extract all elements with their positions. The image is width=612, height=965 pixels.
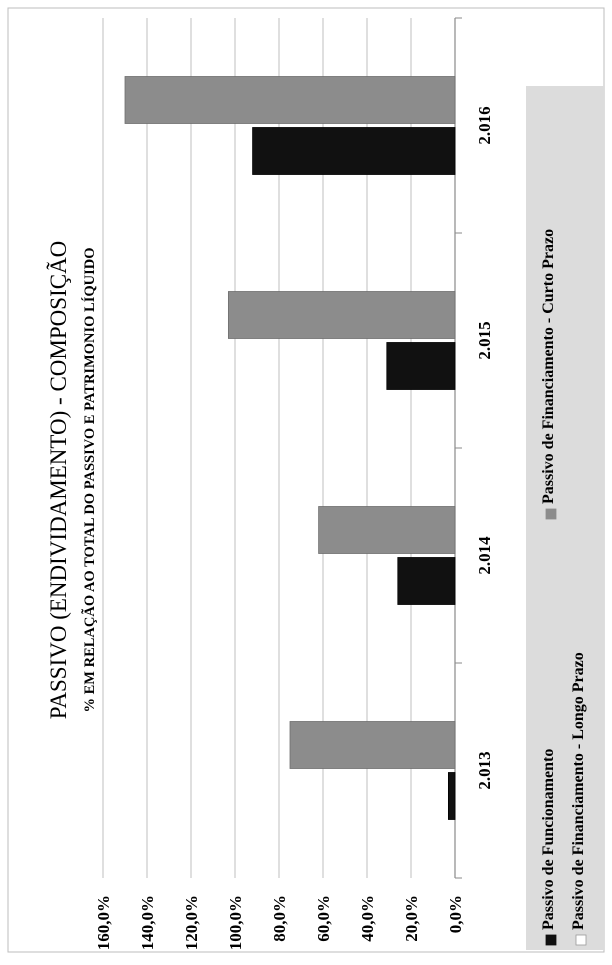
value-tick-label: 60,0% bbox=[314, 895, 333, 942]
value-tick-label: 20,0% bbox=[402, 895, 421, 942]
text-layer: 2.013 2.014 2.015 2.016 0,0% 20,0% 40,0% 60,0% 8… bbox=[46, 106, 587, 950]
chart-title: PASSIVO (ENDIVIDAMENTO) - COMPOSIÇÃO bbox=[46, 241, 71, 720]
bar-funcionamento-2.015 bbox=[386, 342, 456, 390]
legend-funcionamento-swatch bbox=[545, 934, 557, 946]
legend-curto-prazo-swatch bbox=[545, 508, 557, 520]
bar-curto-prazo-2.016 bbox=[124, 76, 456, 124]
value-tick-label: 100,0% bbox=[226, 895, 245, 950]
value-tick-label: 0,0% bbox=[446, 895, 465, 933]
bar-funcionamento-2.016 bbox=[252, 127, 456, 175]
legend-curto-prazo-label: Passivo de Financiamento - Curto Prazo bbox=[540, 229, 557, 504]
category-label-2.016: 2.016 bbox=[475, 106, 494, 144]
value-tick-label: 120,0% bbox=[182, 895, 201, 950]
bar-curto-prazo-2.015 bbox=[227, 291, 456, 339]
category-label-2.014: 2.014 bbox=[475, 536, 494, 575]
bar-funcionamento-2.013 bbox=[447, 772, 456, 820]
legend-panel bbox=[526, 86, 604, 950]
bar-curto-prazo-2.014 bbox=[318, 506, 456, 554]
value-tick-label: 40,0% bbox=[358, 895, 377, 942]
value-tick-label: 140,0% bbox=[138, 895, 157, 950]
legend-longo-prazo-swatch bbox=[575, 934, 587, 946]
category-label-2.015: 2.015 bbox=[475, 321, 494, 359]
bar-funcionamento-2.014 bbox=[397, 557, 456, 605]
chart-subtitle: % EM RELAÇÃO AO TOTAL DO PASSIVO E PATRI… bbox=[80, 248, 98, 713]
value-tick-label: 160,0% bbox=[94, 895, 113, 950]
value-tick-label: 80,0% bbox=[270, 895, 289, 942]
legend-funcionamento-label: Passivo de Funcionamento bbox=[540, 749, 557, 930]
legend-longo-prazo-label: Passivo de Financiamento - Longo Prazo bbox=[570, 652, 587, 930]
bar-curto-prazo-2.013 bbox=[289, 721, 456, 769]
plot-area bbox=[102, 17, 604, 950]
category-label-2.013: 2.013 bbox=[475, 751, 494, 789]
